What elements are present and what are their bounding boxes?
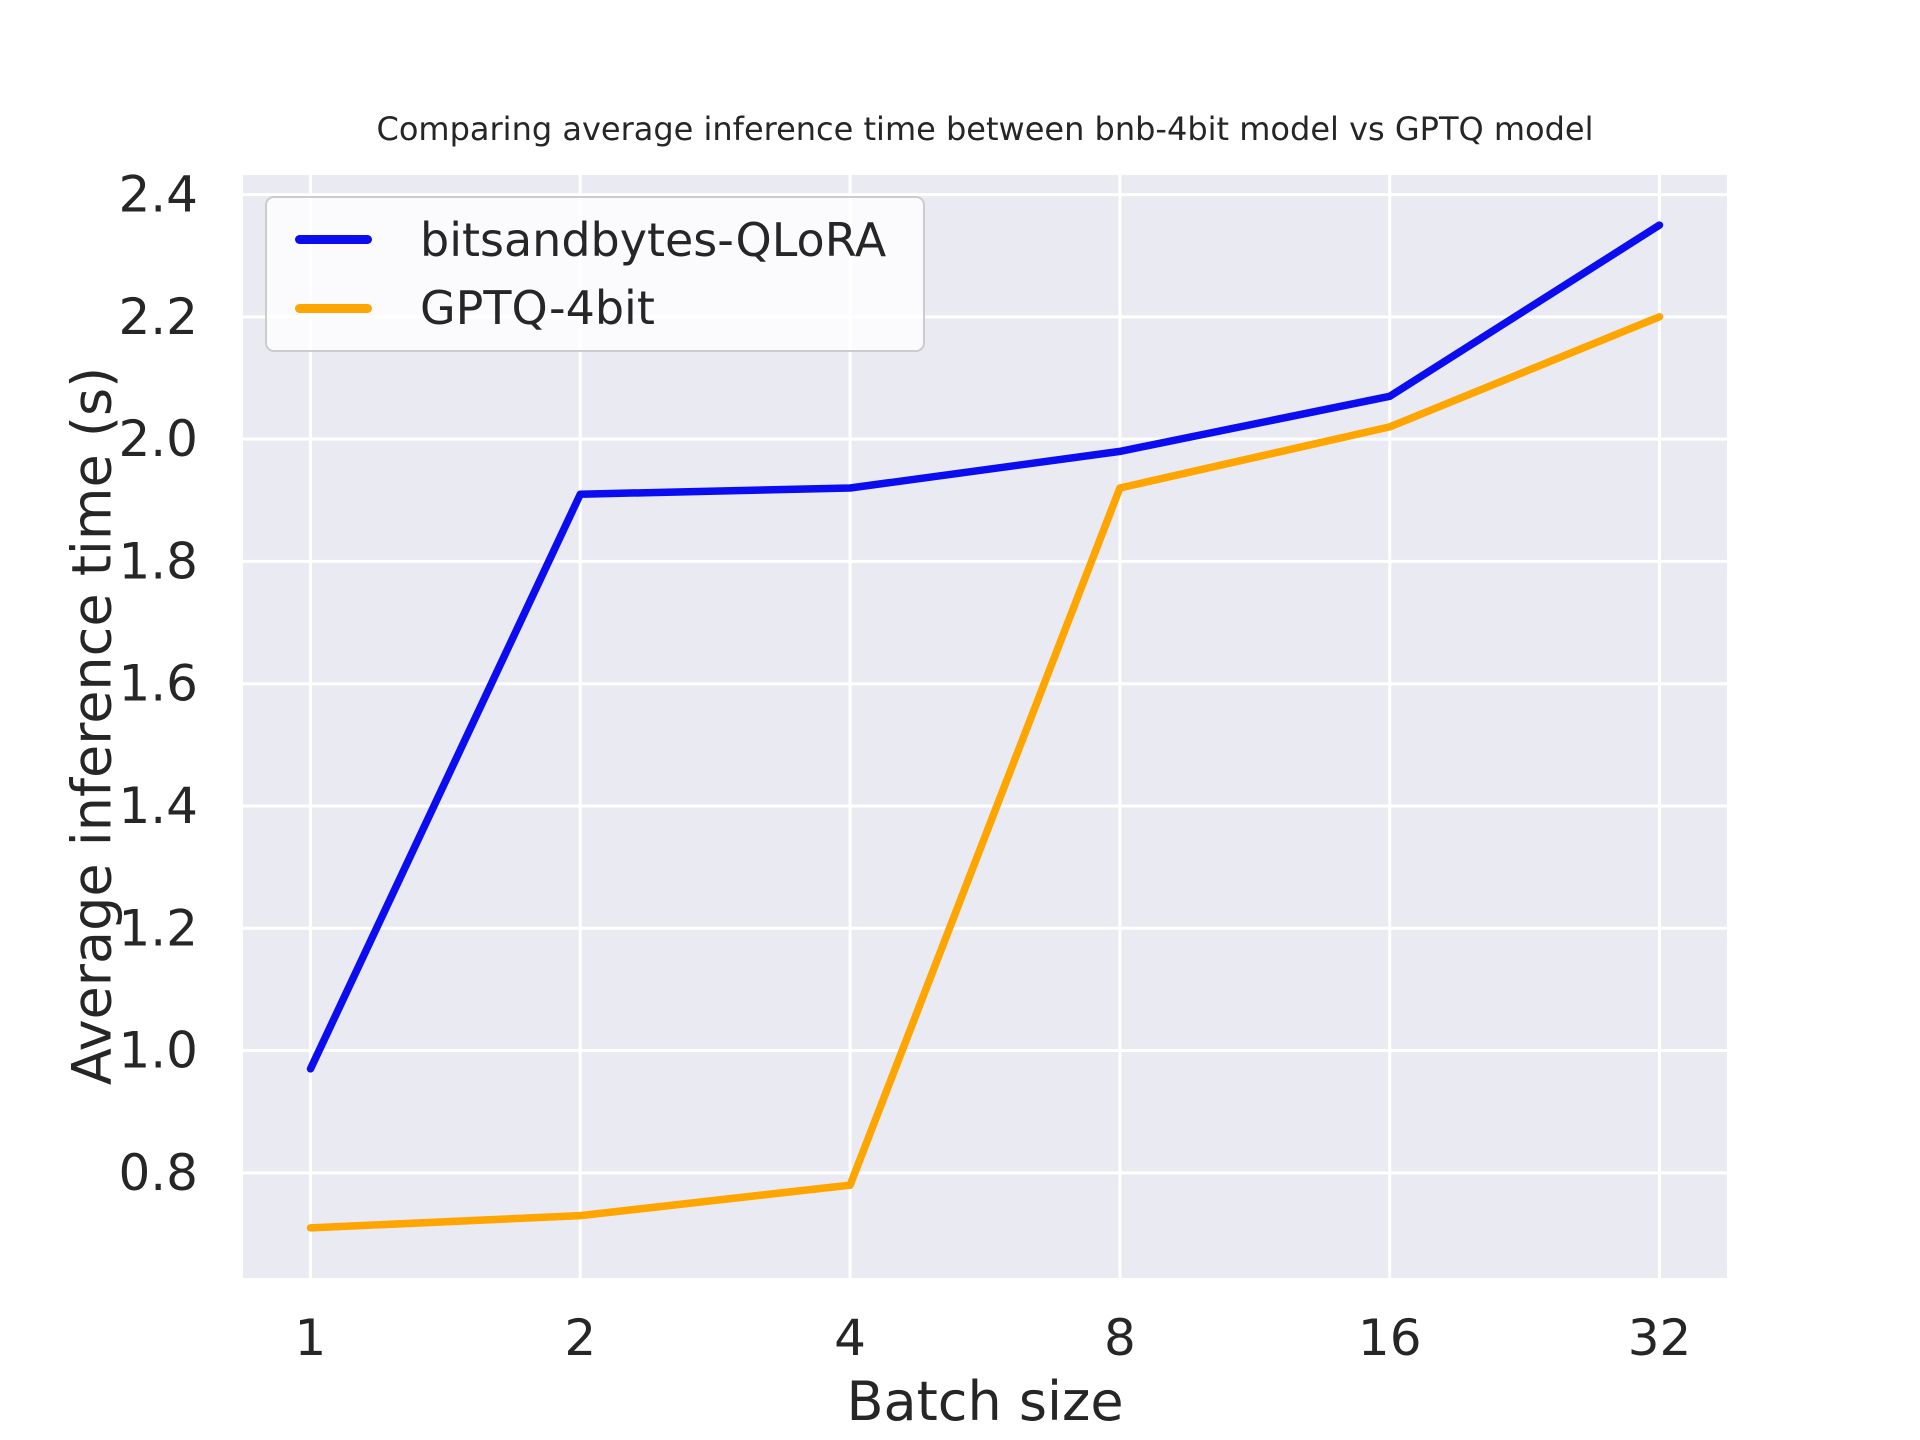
x-axis-label: Batch size [846, 1370, 1124, 1433]
y-tick-label: 1.4 [118, 777, 198, 835]
y-tick-label: 2.2 [118, 288, 198, 346]
y-tick-label: 1.6 [118, 655, 198, 713]
x-tick-label: 1 [295, 1309, 327, 1367]
x-tick-label: 8 [1104, 1309, 1136, 1367]
y-tick-label: 1.8 [118, 532, 198, 590]
plot-background [243, 175, 1727, 1278]
series-line-GPTQ-4bit [306, 313, 1664, 1232]
series-line-bitsandbytes-QLoRA [306, 221, 1664, 1073]
x-tick-label: 2 [564, 1309, 596, 1367]
legend-line-sample-icon [295, 235, 372, 245]
y-tick-label: 1.0 [118, 1022, 198, 1080]
legend-label: bitsandbytes-QLoRA [420, 212, 887, 267]
legend: bitsandbytes-QLoRA GPTQ-4bit [265, 196, 925, 352]
y-tick-label: 1.2 [118, 899, 198, 957]
chart-title: Comparing average inference time between… [376, 110, 1594, 148]
y-tick-label: 2.4 [118, 166, 198, 224]
legend-label: GPTQ-4bit [420, 281, 655, 336]
legend-item: GPTQ-4bit [295, 281, 923, 335]
x-tick-label: 4 [834, 1309, 866, 1367]
legend-item: bitsandbytes-QLoRA [295, 213, 923, 267]
y-tick-label: 0.8 [118, 1144, 198, 1202]
y-tick-label: 2.0 [118, 410, 198, 468]
x-tick-label: 16 [1358, 1309, 1422, 1367]
y-axis-label: Average inference time (s) [60, 366, 124, 1086]
legend-line-sample-icon [295, 303, 372, 313]
x-tick-label: 32 [1628, 1309, 1692, 1367]
